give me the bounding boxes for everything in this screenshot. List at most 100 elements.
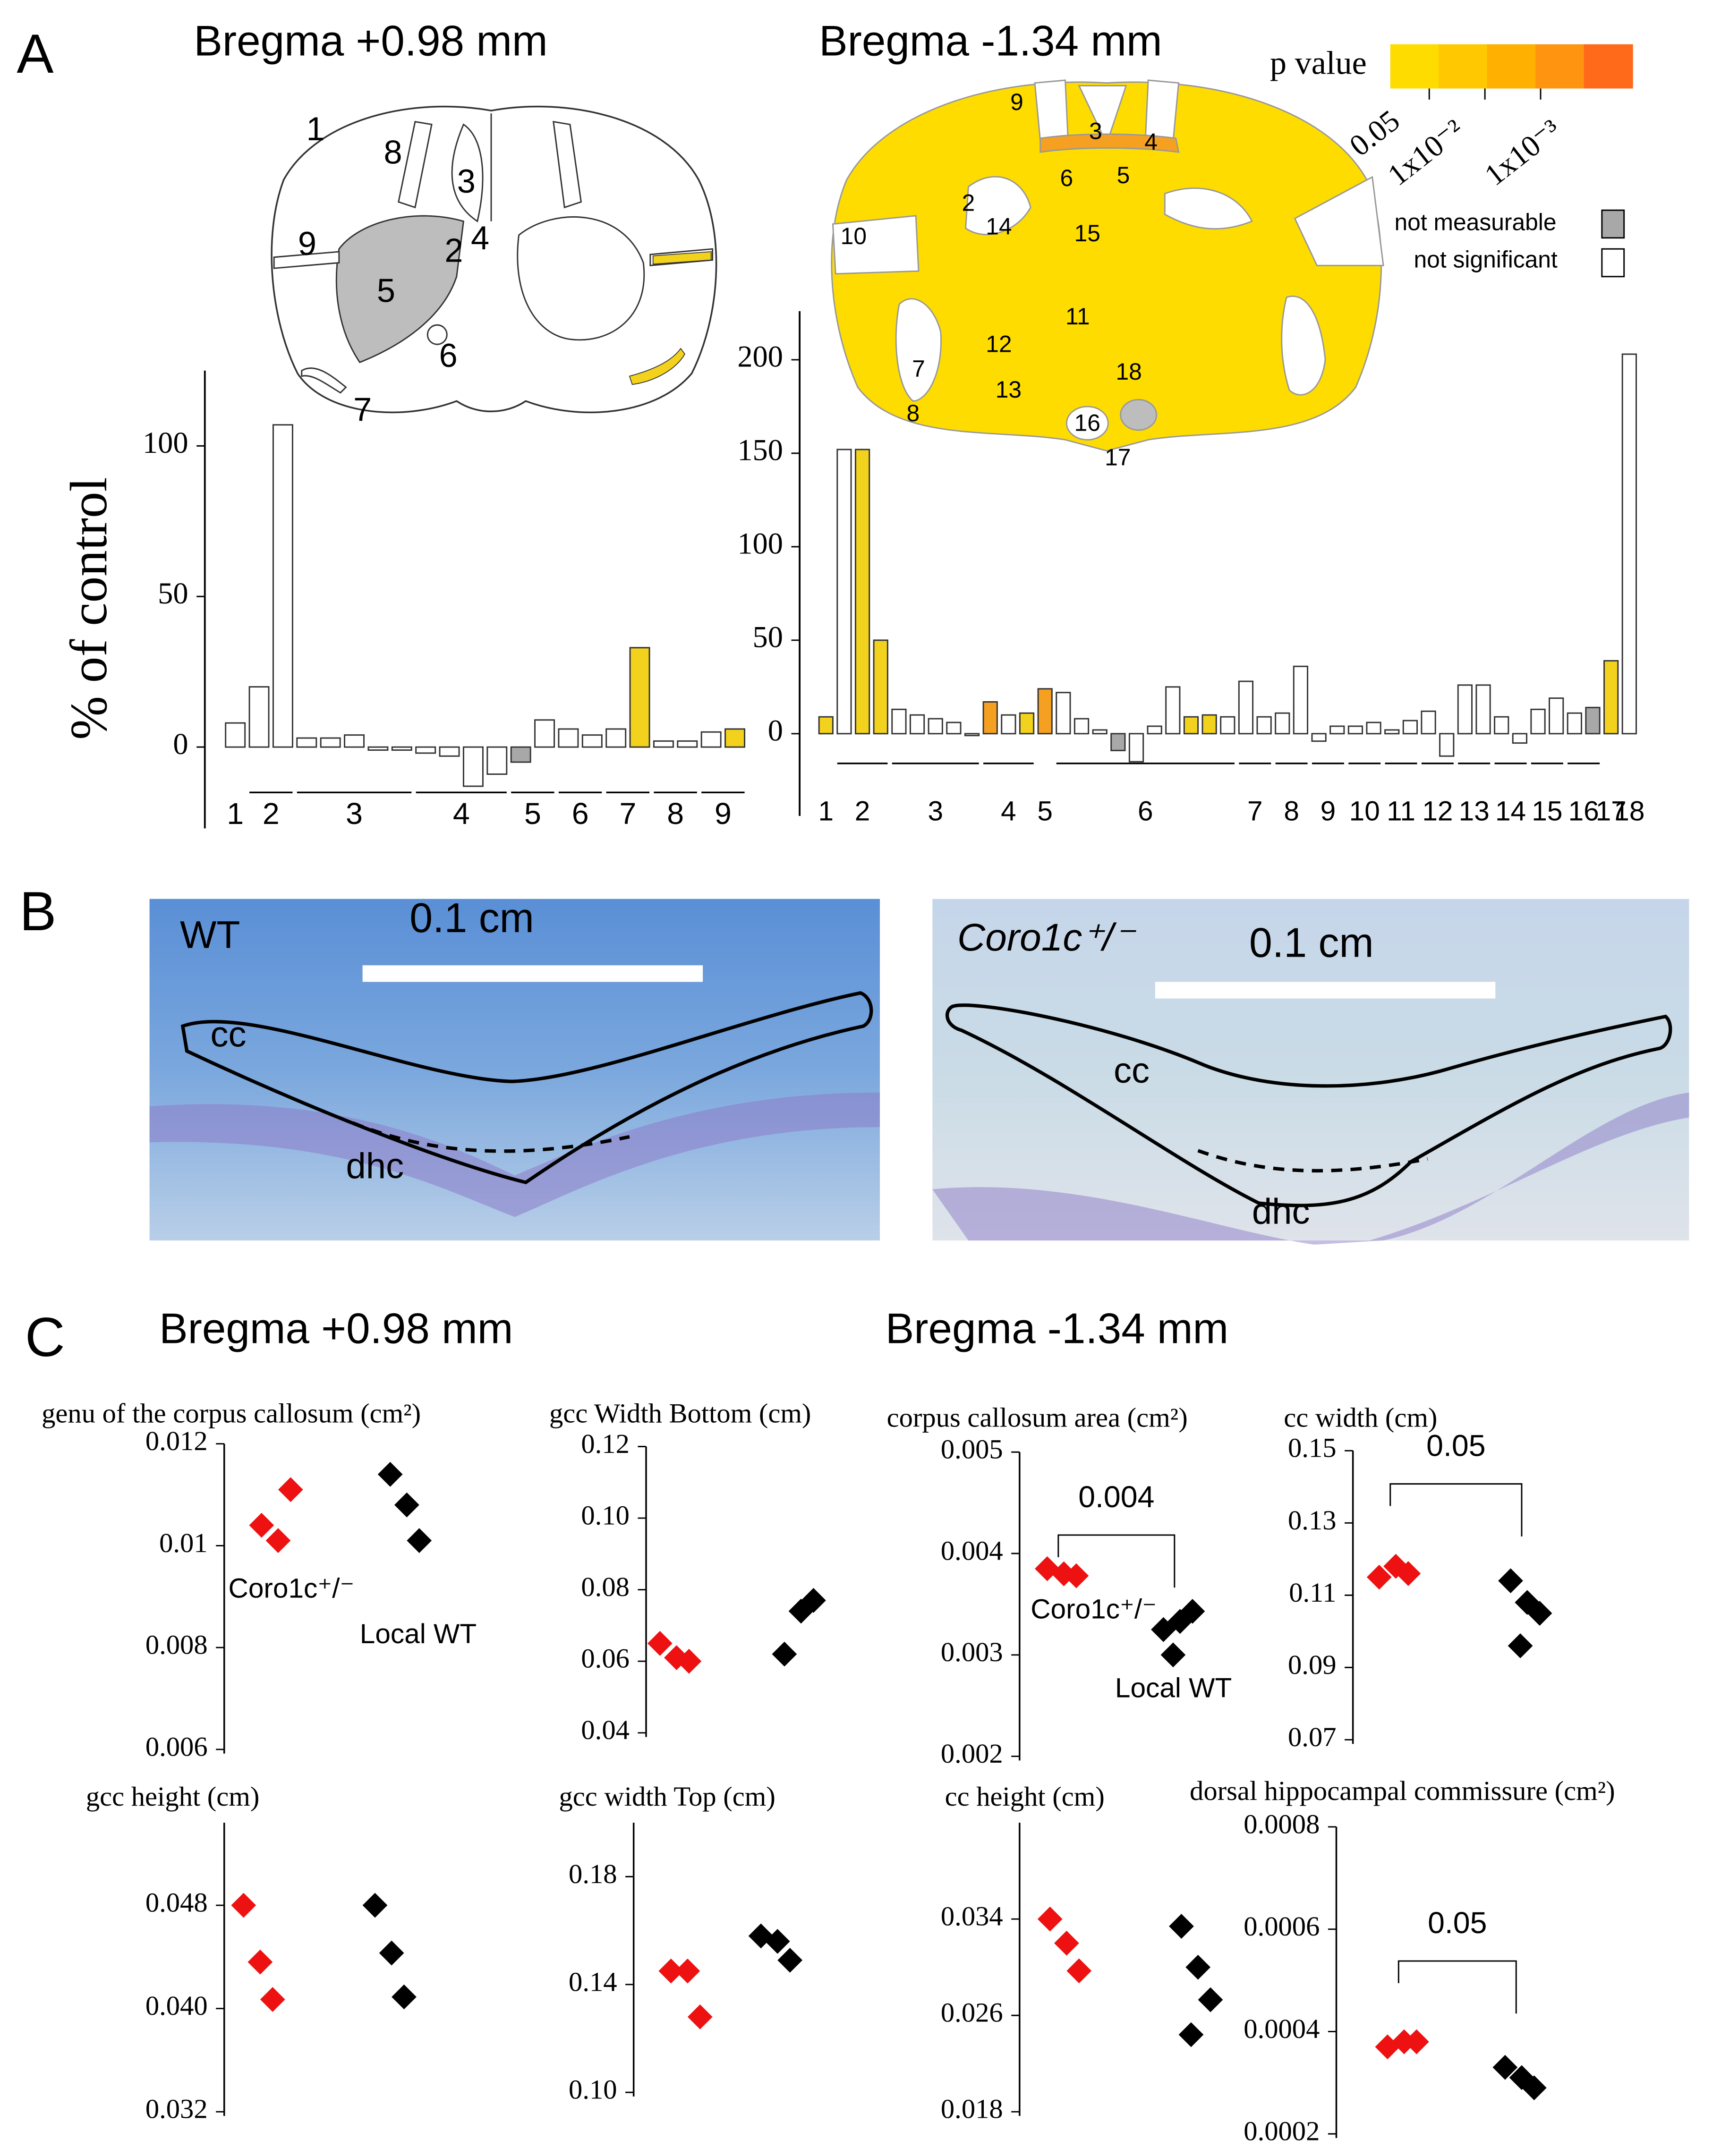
bar (248, 686, 270, 748)
bar (320, 737, 341, 748)
legend-label: not significant (1414, 246, 1558, 273)
group-label: Local WT (1115, 1672, 1232, 1703)
bar (1494, 716, 1509, 735)
data-point (1404, 2029, 1429, 2054)
bar (1092, 729, 1108, 735)
data-point (1498, 1568, 1523, 1594)
legend-title: p value (1270, 45, 1367, 82)
bar (873, 639, 888, 735)
group-label: Local WT (360, 1619, 477, 1649)
bar (605, 728, 627, 748)
region-number: 3 (1089, 118, 1102, 144)
y-tick-label: 0.15 (1288, 1433, 1336, 1463)
x-tick-label: 17 (1596, 796, 1627, 827)
chart-title: gcc Width Bottom (cm) (549, 1398, 811, 1429)
y-tick-label: 0.01 (159, 1528, 207, 1558)
y-tick-label: 100 (143, 426, 188, 459)
y-tick-label: 0.13 (1288, 1505, 1336, 1536)
bar (581, 734, 603, 748)
x-tick-label: 7 (1247, 796, 1263, 827)
bar (1567, 712, 1582, 735)
data-point (1185, 1954, 1210, 1980)
region-not-significant (1164, 187, 1253, 230)
region-outline (517, 216, 645, 341)
bar (439, 746, 460, 757)
x-tick-label: 10 (1349, 796, 1380, 827)
scale-label: 0.1 cm (409, 894, 534, 941)
x-tick-label: 3 (346, 797, 363, 831)
data-point (1366, 1564, 1392, 1590)
bar (1329, 725, 1345, 735)
legend-color (1439, 44, 1488, 89)
bar (1275, 712, 1290, 735)
x-tick-label: 12 (1422, 796, 1453, 827)
micrograph-mutant (932, 899, 1689, 1245)
section-title: Bregma +0.98 mm (159, 1305, 513, 1352)
region-number: 3 (457, 162, 476, 200)
bar (1110, 733, 1126, 751)
region-not-significant (1078, 85, 1127, 146)
region-number: 12 (986, 331, 1012, 357)
bar (1238, 680, 1254, 735)
bar (1603, 660, 1619, 735)
significance-bracket (1389, 1483, 1523, 1536)
data-point (394, 1492, 419, 1518)
bar (367, 746, 389, 751)
region-outline (301, 367, 347, 394)
bar (1585, 706, 1601, 735)
x-tick-label: 4 (1001, 796, 1016, 827)
bar (1311, 733, 1327, 742)
x-tick-label: 18 (1614, 796, 1644, 827)
region-number: 6 (439, 337, 458, 374)
bar (836, 449, 852, 735)
y-tick-label: 0.006 (145, 1731, 208, 1762)
bar (964, 733, 980, 737)
bar (1056, 692, 1071, 735)
bar (1183, 716, 1199, 735)
data-point (1160, 1642, 1186, 1668)
bar (891, 708, 907, 735)
bar (1402, 720, 1418, 735)
x-tick-label: 14 (1495, 796, 1526, 827)
y-tick-label: 0.026 (941, 1997, 1003, 2028)
data-point (1037, 1906, 1063, 1932)
region-significant (1039, 133, 1180, 153)
y-tick-label: 0.14 (569, 1966, 617, 1997)
y-tick-label: 0.07 (1288, 1722, 1336, 1752)
bar (1019, 712, 1035, 735)
group-label: Coro1c⁺/⁻ (229, 1573, 355, 1604)
bar (486, 746, 508, 775)
x-tick-label: 2 (855, 796, 870, 827)
data-point (1054, 1930, 1079, 1956)
y-tick-label: 0.0004 (1244, 2013, 1320, 2044)
data-point (1169, 1914, 1194, 1939)
region-number: 4 (471, 219, 489, 256)
region-number: 8 (384, 134, 402, 171)
y-tick-label: 0.008 (145, 1630, 208, 1660)
data-point (260, 1987, 285, 2012)
chart-title: gcc height (cm) (86, 1781, 259, 1812)
bar (677, 740, 698, 748)
y-tick-label: 0.003 (941, 1637, 1003, 1667)
brain-map-left (271, 105, 717, 414)
x-tick-label: 6 (572, 797, 589, 831)
bar (1201, 714, 1217, 735)
y-axis-label: % of control (60, 477, 118, 740)
x-tick-label: 6 (1138, 796, 1153, 827)
bar (854, 449, 870, 735)
y-tick-label: 0.004 (941, 1535, 1003, 1566)
x-tick-label: 3 (928, 796, 943, 827)
data-point (1396, 1561, 1421, 1586)
region-number: 18 (1116, 358, 1142, 385)
bar (1366, 721, 1381, 735)
y-tick-label: 0.0006 (1244, 1911, 1320, 1942)
image-label: Coro1c⁺/⁻ (957, 916, 1136, 959)
data-point (278, 1477, 303, 1502)
micrograph-wt (149, 899, 880, 1241)
panel-label: C (25, 1306, 65, 1368)
region-number: 7 (912, 356, 925, 382)
data-point (1521, 2075, 1547, 2100)
data-point (377, 1462, 403, 1487)
chart-title: cc width (cm) (1284, 1402, 1437, 1433)
